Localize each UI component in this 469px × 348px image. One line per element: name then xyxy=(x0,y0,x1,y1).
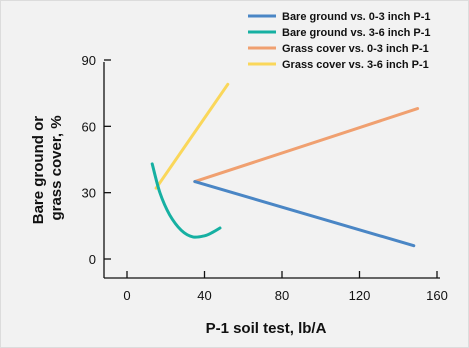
series-line-4 xyxy=(154,82,230,190)
x-axis-title: P-1 soil test, lb/A xyxy=(206,320,327,337)
series-line-1 xyxy=(193,180,416,248)
legend-label: Grass cover vs. 0-3 inch P-1 xyxy=(282,43,429,55)
y-tick-label: 30 xyxy=(82,186,96,201)
y-axis-title-line-1: Bare ground or xyxy=(30,116,47,225)
x-tick-label: 40 xyxy=(197,288,211,303)
series-line-3 xyxy=(193,107,420,184)
x-tick-label: 0 xyxy=(123,288,130,303)
legend: Bare ground vs. 0-3 inch P-1 Bare ground … xyxy=(248,11,431,71)
series-lines xyxy=(150,82,420,248)
y-tick-label: 90 xyxy=(82,53,96,68)
y-tick-label: 0 xyxy=(89,252,96,267)
x-ticks: 0 40 80 120 160 xyxy=(123,271,448,303)
x-tick-label: 160 xyxy=(426,288,448,303)
legend-label: Bare ground vs. 3-6 inch P-1 xyxy=(282,27,431,39)
y-ticks: 0 30 60 90 xyxy=(82,53,111,267)
y-axis-title: Bare ground or grass cover, % xyxy=(30,112,65,225)
legend-label: Grass cover vs. 3-6 inch P-1 xyxy=(282,59,429,71)
x-tick-label: 80 xyxy=(275,288,289,303)
series-line-2 xyxy=(150,162,222,239)
legend-label: Bare ground vs. 0-3 inch P-1 xyxy=(282,11,431,23)
y-axis-title-line-2: grass cover, % xyxy=(48,115,65,220)
axes xyxy=(103,62,440,279)
x-tick-label: 120 xyxy=(349,288,371,303)
y-tick-label: 60 xyxy=(82,119,96,134)
